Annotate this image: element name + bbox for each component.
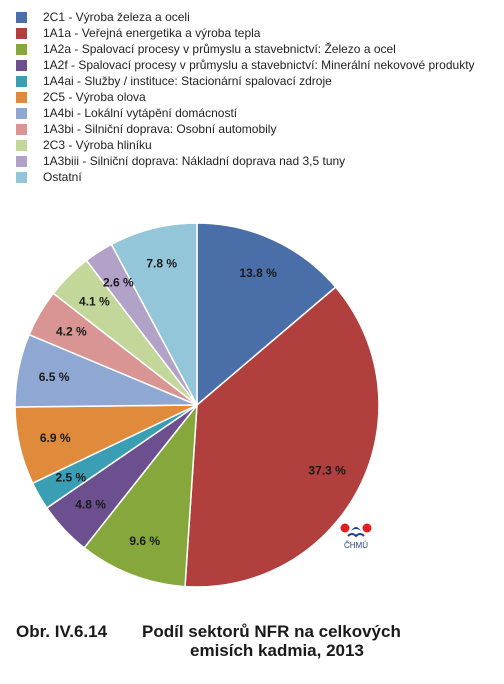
legend-label: 2C5 - Výroba olova bbox=[43, 90, 146, 104]
legend-swatch bbox=[16, 155, 27, 167]
legend-swatch bbox=[16, 123, 27, 135]
pie-slice bbox=[184, 286, 380, 588]
legend-item: 2C5 - Výroba olova bbox=[16, 89, 501, 105]
slice-data-label: 4.1 % bbox=[79, 295, 110, 309]
legend-label: 1A3biii - Silniční doprava: Nákladní dop… bbox=[43, 154, 346, 168]
legend-label: 2C3 - Výroba hliníku bbox=[43, 138, 152, 152]
pie-slice bbox=[110, 222, 198, 406]
legend-label: 1A1a - Veřejná energetika a výroba tepla bbox=[43, 26, 261, 40]
legend-item: 1A2a - Spalovací procesy v průmyslu a st… bbox=[16, 41, 501, 57]
legend-item: 1A3bi - Silniční doprava: Osobní automob… bbox=[16, 121, 501, 137]
slice-data-label: 13.8 % bbox=[239, 266, 277, 280]
slice-data-label: 4.8 % bbox=[75, 497, 106, 511]
slice-data-label: 2.6 % bbox=[103, 276, 134, 290]
legend-label: 1A2f - Spalovací procesy v průmyslu a st… bbox=[43, 58, 475, 72]
slice-data-label: 4.2 % bbox=[56, 325, 87, 339]
legend-swatch bbox=[16, 43, 27, 55]
slice-data-label: 6.5 % bbox=[39, 370, 70, 384]
pie-slice bbox=[196, 222, 337, 407]
legend-label: 1A4bi - Lokální vytápění domácností bbox=[43, 106, 238, 120]
legend-item: 2C3 - Výroba hliníku bbox=[16, 137, 501, 153]
legend-swatch bbox=[16, 59, 27, 71]
pie-slice bbox=[83, 402, 198, 588]
legend-item: Ostatní bbox=[16, 169, 501, 185]
caption-title-line1: Podíl sektorů NFR na celkových bbox=[142, 622, 401, 641]
legend-item: 2C1 - Výroba železa a oceli bbox=[16, 9, 501, 25]
legend-item: 1A4ai - Služby / instituce: Stacionární … bbox=[16, 73, 501, 89]
legend-swatch bbox=[16, 75, 27, 87]
caption-number: Obr. IV.6.14 bbox=[16, 622, 108, 641]
legend-swatch bbox=[16, 11, 27, 23]
pie-chart: 13.8 % 37.3 % 9.6 % 4.8 % 2.5 % 6.9 % 6.5 % 4.2… bbox=[14, 222, 380, 588]
legend-swatch bbox=[16, 91, 27, 103]
legend-swatch bbox=[16, 27, 27, 39]
slice-data-label: 2.5 % bbox=[55, 471, 86, 485]
legend-label: 1A2a - Spalovací procesy v průmyslu a st… bbox=[43, 42, 396, 56]
caption-title-line2: emisích kadmia, 2013 bbox=[190, 641, 364, 660]
legend-item: 1A3biii - Silniční doprava: Nákladní dop… bbox=[16, 153, 501, 169]
legend-label: Ostatní bbox=[43, 170, 82, 184]
legend-swatch bbox=[16, 107, 27, 119]
legend-label: 1A3bi - Silniční doprava: Osobní automob… bbox=[43, 122, 277, 136]
slice-data-label: 9.6 % bbox=[129, 534, 160, 548]
legend-swatch bbox=[16, 171, 27, 183]
legend-item: 1A1a - Veřejná energetika a výroba tepla bbox=[16, 25, 501, 41]
slice-data-label: 6.9 % bbox=[40, 431, 71, 445]
slice-data-label: 7.8 % bbox=[146, 257, 177, 271]
legend-item: 1A2f - Spalovací procesy v průmyslu a st… bbox=[16, 57, 501, 73]
legend-label: 2C1 - Výroba železa a oceli bbox=[43, 10, 190, 24]
legend-swatch bbox=[16, 139, 27, 151]
logo-text: ČHMÚ bbox=[344, 541, 368, 550]
legend-item: 1A4bi - Lokální vytápění domácností bbox=[16, 105, 501, 121]
slice-data-label: 37.3 % bbox=[308, 463, 346, 477]
chart-legend: 2C1 - Výroba železa a oceli 1A1a - Veřejn… bbox=[16, 9, 501, 185]
chmu-logo: ČHMÚ bbox=[340, 523, 372, 550]
legend-label: 1A4ai - Služby / instituce: Stacionární … bbox=[43, 74, 332, 88]
